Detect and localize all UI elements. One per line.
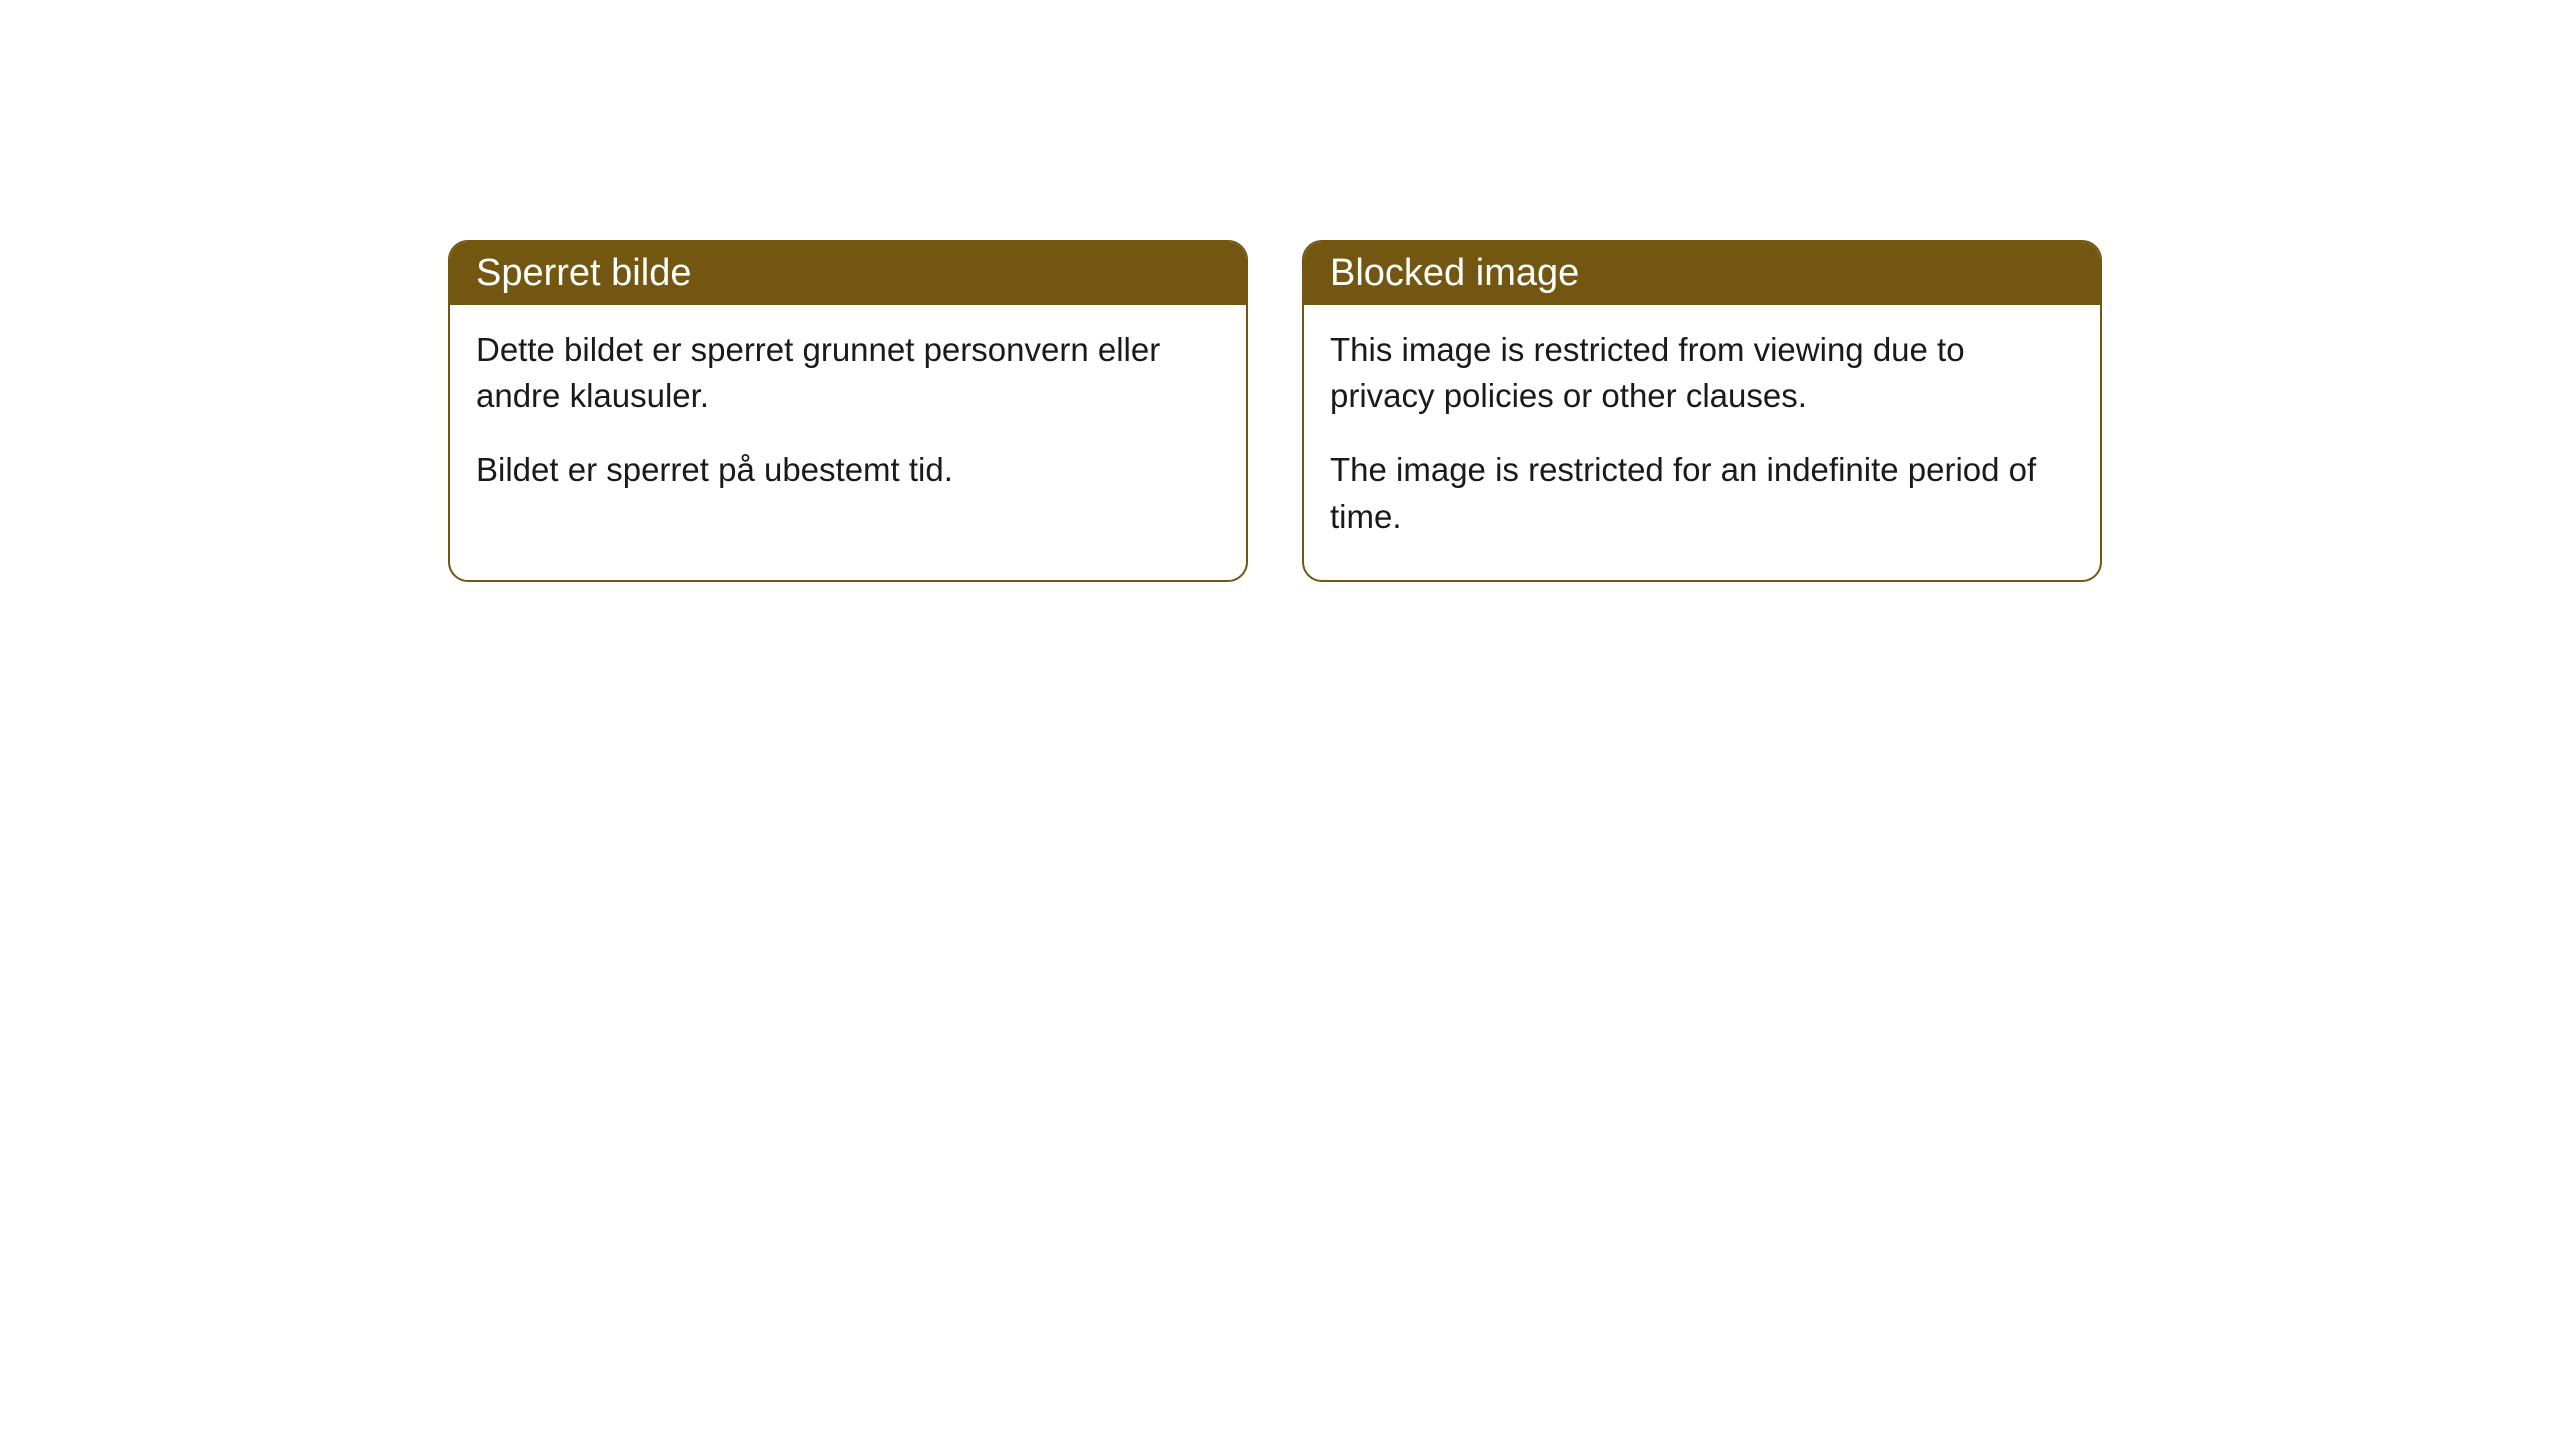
card-body: Dette bildet er sperret grunnet personve…	[450, 305, 1246, 534]
cards-container: Sperret bilde Dette bildet er sperret gr…	[448, 240, 2102, 582]
card-paragraph: Dette bildet er sperret grunnet personve…	[476, 327, 1220, 419]
blocked-image-card-norwegian: Sperret bilde Dette bildet er sperret gr…	[448, 240, 1248, 582]
card-title: Blocked image	[1330, 252, 1579, 294]
card-paragraph: This image is restricted from viewing du…	[1330, 327, 2074, 419]
blocked-image-card-english: Blocked image This image is restricted f…	[1302, 240, 2102, 582]
card-paragraph: The image is restricted for an indefinit…	[1330, 447, 2074, 539]
card-header: Sperret bilde	[450, 242, 1246, 305]
card-header: Blocked image	[1304, 242, 2100, 305]
card-body: This image is restricted from viewing du…	[1304, 305, 2100, 580]
card-title: Sperret bilde	[476, 252, 691, 294]
card-paragraph: Bildet er sperret på ubestemt tid.	[476, 447, 1220, 493]
